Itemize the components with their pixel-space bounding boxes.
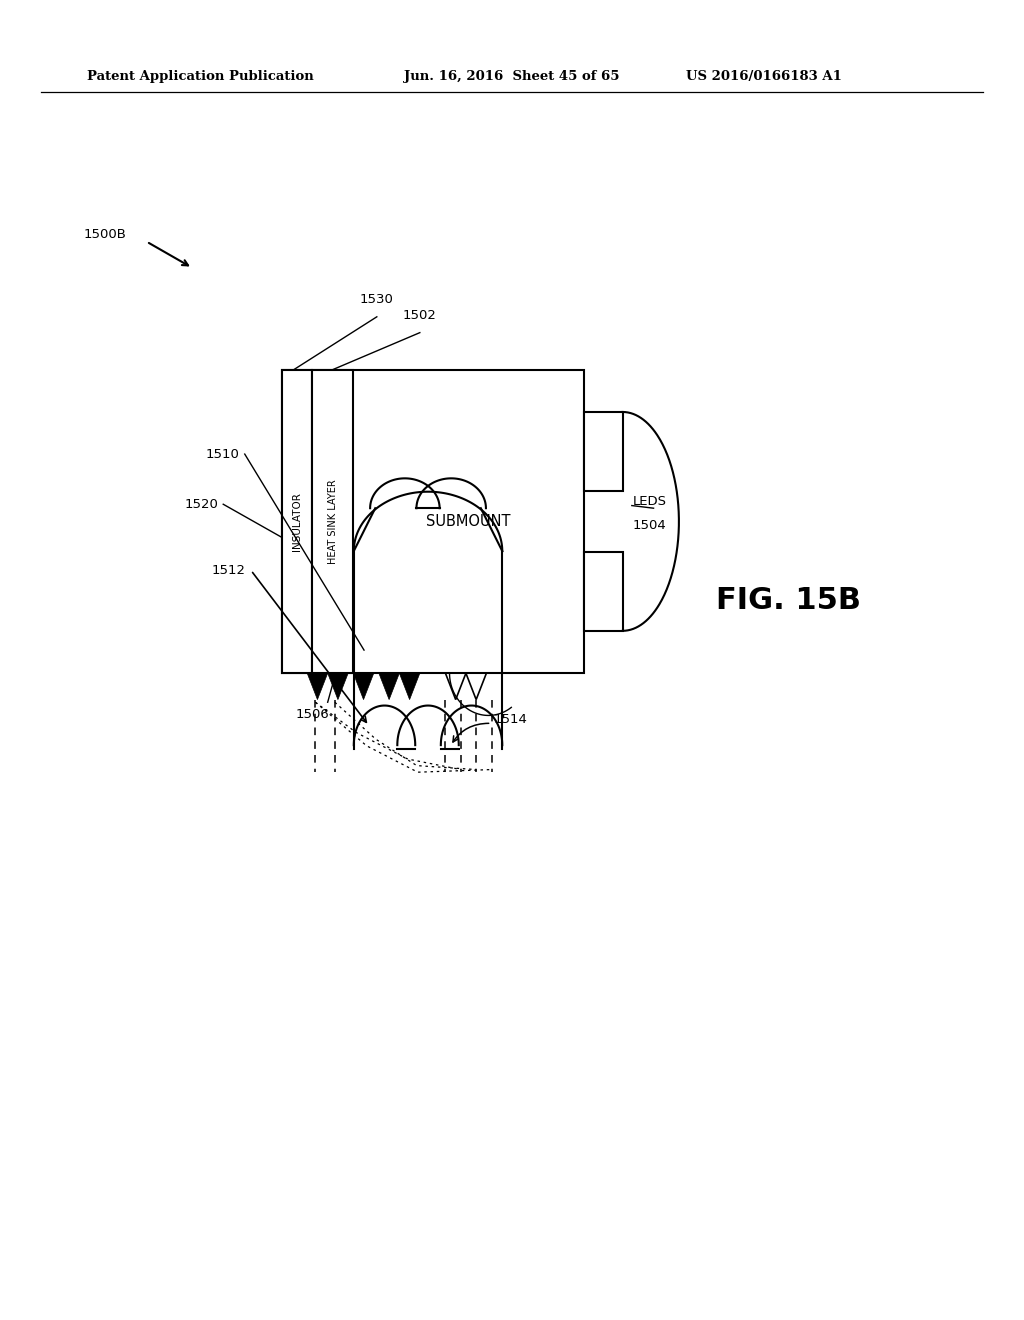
Polygon shape	[379, 673, 399, 700]
Polygon shape	[328, 673, 348, 700]
Text: 1510: 1510	[206, 447, 240, 461]
Polygon shape	[445, 673, 466, 700]
Bar	[312, 370, 353, 673]
Bar	[584, 412, 623, 491]
Text: 1530: 1530	[359, 293, 394, 306]
Polygon shape	[466, 673, 486, 700]
Text: 1500B: 1500B	[83, 228, 126, 242]
Polygon shape	[353, 673, 374, 700]
Text: 1514: 1514	[494, 713, 527, 726]
Text: HEAT SINK LAYER: HEAT SINK LAYER	[328, 479, 338, 564]
Text: 1504: 1504	[633, 519, 667, 532]
Bar	[584, 552, 623, 631]
Text: INSULATOR: INSULATOR	[292, 492, 302, 550]
Polygon shape	[307, 673, 328, 700]
Text: FIG. 15B: FIG. 15B	[716, 586, 861, 615]
Text: SUBMOUNT: SUBMOUNT	[426, 513, 511, 529]
Polygon shape	[399, 673, 420, 700]
Text: 1502: 1502	[402, 309, 437, 322]
Text: 1520: 1520	[184, 498, 218, 511]
Text: 1506: 1506	[296, 708, 329, 721]
Bar	[282, 370, 584, 673]
Text: 1512: 1512	[212, 564, 246, 577]
Bar	[282, 370, 312, 673]
Text: LEDS: LEDS	[633, 495, 667, 508]
Text: Patent Application Publication: Patent Application Publication	[87, 70, 313, 83]
Text: Jun. 16, 2016  Sheet 45 of 65: Jun. 16, 2016 Sheet 45 of 65	[404, 70, 620, 83]
Text: US 2016/0166183 A1: US 2016/0166183 A1	[686, 70, 842, 83]
